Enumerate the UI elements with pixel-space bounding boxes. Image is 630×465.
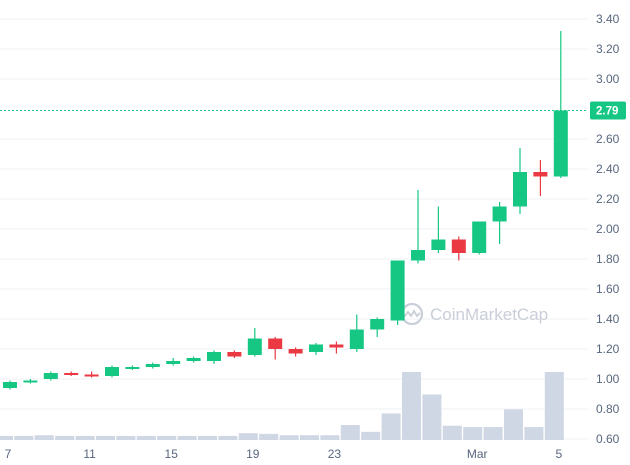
y-tick-label: 2.20 — [596, 192, 620, 206]
last-price-tag-bg — [590, 101, 626, 120]
candle-body — [227, 352, 242, 357]
candle-body — [43, 373, 58, 379]
volume-bar — [238, 433, 258, 440]
volume-bar — [14, 435, 34, 440]
volume-bar — [96, 435, 115, 440]
candle-body — [3, 382, 17, 388]
candle-body — [64, 373, 79, 375]
volume-bars — [0, 372, 564, 440]
candle-body — [390, 260, 405, 321]
candle-body — [247, 338, 262, 355]
candlesticks — [3, 31, 568, 390]
candle-body — [349, 329, 364, 349]
candle-body — [309, 344, 323, 352]
x-tick-label: Mar — [467, 447, 488, 461]
y-tick-label: 2.00 — [596, 222, 620, 236]
last-price-label: 2.79 — [596, 106, 618, 118]
volume-bar — [34, 435, 54, 440]
volume-bar — [198, 435, 217, 440]
volume-bar — [0, 435, 13, 440]
volume-bar — [320, 435, 340, 440]
volume-bar — [136, 435, 156, 440]
candle-body — [125, 367, 140, 369]
candle-body — [207, 352, 221, 361]
volume-bar — [422, 394, 442, 440]
candle-body — [186, 358, 201, 361]
candle-body — [513, 172, 527, 207]
x-tick-label: 11 — [83, 447, 96, 461]
y-tick-label: 1.20 — [596, 342, 620, 356]
volume-bar — [483, 427, 503, 440]
volume-bar — [218, 435, 238, 440]
candle-body — [533, 172, 548, 177]
y-tick-label: 1.00 — [596, 372, 620, 386]
volume-bar — [259, 433, 279, 440]
chart-gridlines — [0, 18, 588, 440]
candle-body — [431, 239, 446, 250]
y-tick-label: 0.60 — [596, 432, 620, 446]
volume-bar — [279, 435, 299, 440]
volume-bar — [524, 427, 544, 440]
candle-body — [451, 239, 466, 253]
candle-body — [553, 110, 568, 177]
x-tick-label: 15 — [165, 447, 179, 461]
candle-body — [268, 338, 283, 349]
y-tick-label: 0.80 — [596, 402, 620, 416]
candle-body — [23, 380, 38, 383]
volume-bar — [402, 372, 421, 440]
coinmarketcap-logo-wave — [403, 309, 421, 318]
volume-bar — [116, 435, 136, 440]
volume-bar — [463, 427, 483, 440]
coinmarketcap-watermark: CoinMarketCap — [400, 302, 548, 326]
x-tick-label: 7 — [5, 447, 12, 461]
volume-bar — [75, 435, 95, 440]
candle-body — [105, 367, 119, 376]
volume-bar — [361, 431, 381, 440]
x-tick-label: 23 — [328, 447, 342, 461]
y-tick-label: 3.00 — [596, 72, 620, 86]
volume-bar — [157, 435, 177, 440]
y-tick-label: 3.20 — [596, 42, 620, 56]
candle-body — [411, 250, 425, 261]
candle-body — [166, 361, 181, 364]
volume-bar — [442, 425, 462, 440]
y-tick-label: 1.60 — [596, 282, 620, 296]
y-tick-label: 2.60 — [596, 132, 620, 146]
volume-bar — [55, 435, 75, 440]
candle-body — [329, 344, 344, 348]
candle-body — [84, 374, 99, 377]
volume-bar — [544, 372, 564, 440]
y-tick-label: 2.40 — [596, 162, 620, 176]
last-price-tag: 2.79 — [590, 101, 626, 120]
candle-body — [288, 349, 303, 354]
x-tick-label: 5 — [555, 447, 562, 461]
candle-body — [472, 221, 487, 253]
y-tick-label: 1.40 — [596, 312, 620, 326]
x-tick-label: 19 — [246, 447, 260, 461]
y-axis: 0.60 0.80 1.00 1.20 1.40 1.60 1.80 2.00 2.20 2.40… — [596, 12, 620, 446]
candle-body — [145, 364, 160, 367]
volume-bar — [381, 413, 401, 440]
x-axis: 7 11 15 19 23 Mar 5 — [5, 447, 563, 461]
volume-bar — [340, 425, 360, 440]
candle-body — [492, 206, 507, 222]
volume-bar — [300, 435, 319, 440]
volume-bar — [177, 435, 197, 440]
y-tick-label: 1.80 — [596, 252, 620, 266]
candle-body — [370, 319, 385, 330]
watermark-text: CoinMarketCap — [430, 305, 548, 324]
volume-bar — [504, 409, 523, 440]
y-tick-label: 3.40 — [596, 12, 620, 26]
